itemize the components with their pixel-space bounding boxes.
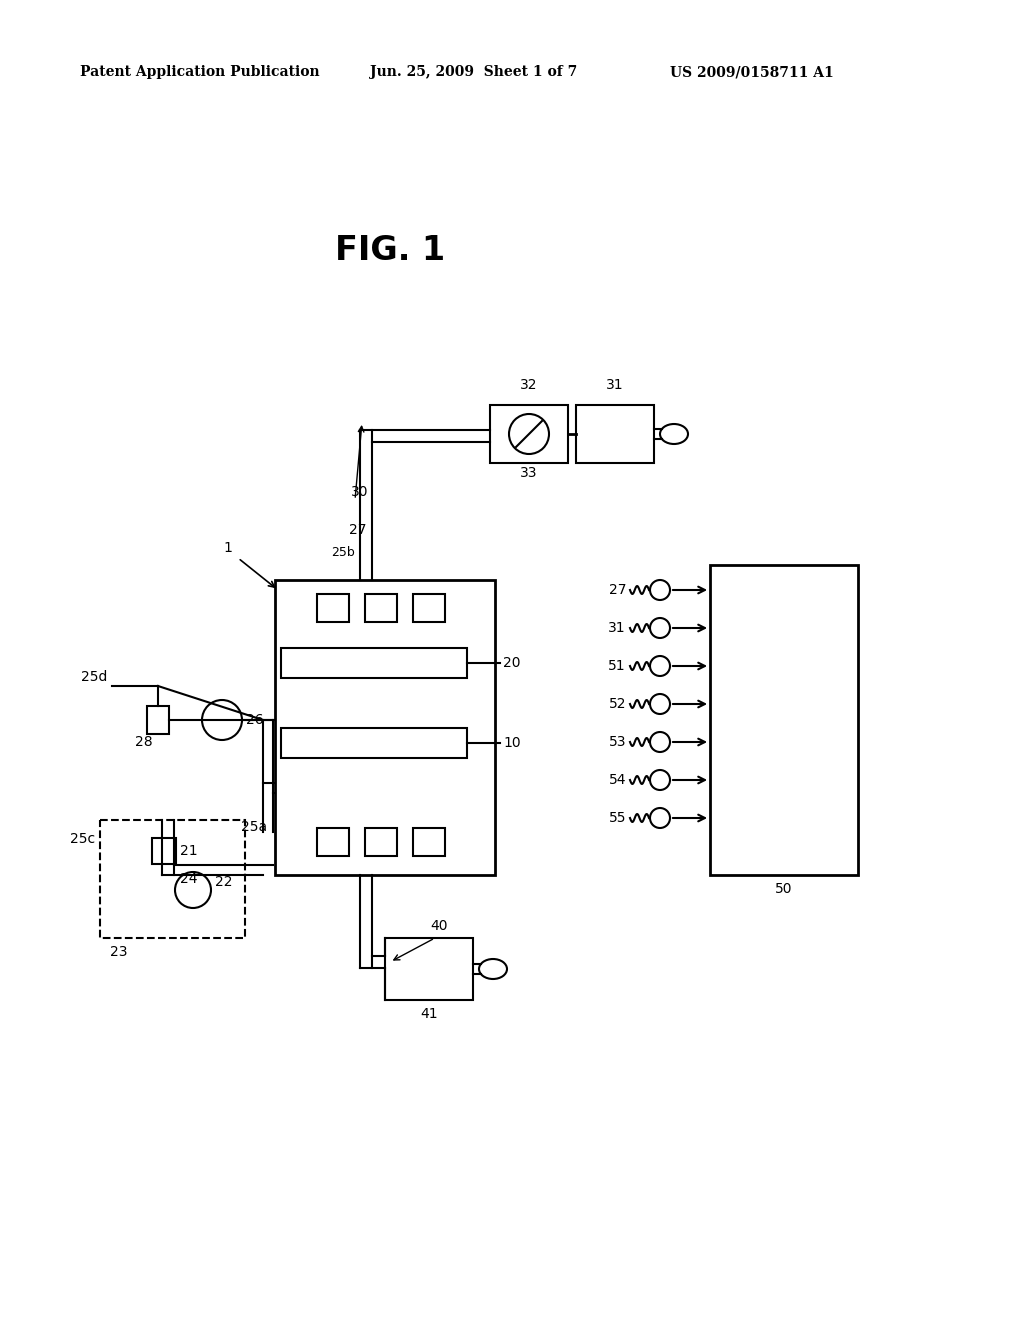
Text: 31: 31 — [606, 378, 624, 392]
Bar — [365, 828, 397, 855]
Text: US 2009/0158711 A1: US 2009/0158711 A1 — [670, 65, 834, 79]
Text: 31: 31 — [608, 620, 626, 635]
Bar — [281, 648, 467, 678]
Text: 51: 51 — [608, 659, 626, 673]
Bar — [281, 729, 467, 758]
Text: 33: 33 — [520, 466, 538, 480]
Bar — [413, 828, 445, 855]
Text: 25a: 25a — [241, 820, 267, 834]
Text: 1: 1 — [223, 541, 232, 554]
Text: 54: 54 — [608, 774, 626, 787]
Text: 41: 41 — [420, 1007, 438, 1020]
Text: 52: 52 — [608, 697, 626, 711]
Text: 24: 24 — [180, 873, 198, 886]
Text: 26: 26 — [246, 713, 263, 727]
Bar — [413, 594, 445, 622]
Bar — [275, 579, 495, 875]
Text: 22: 22 — [215, 875, 232, 888]
Bar — [317, 594, 349, 622]
Text: 10: 10 — [503, 737, 520, 750]
Text: 25b: 25b — [331, 545, 355, 558]
Bar — [575, 405, 654, 463]
Text: 20: 20 — [503, 656, 520, 671]
Text: 28: 28 — [135, 735, 153, 748]
Text: 53: 53 — [608, 735, 626, 748]
Bar — [317, 828, 349, 855]
Text: 30: 30 — [351, 484, 369, 499]
Text: 23: 23 — [110, 945, 128, 960]
Bar — [147, 706, 169, 734]
Text: 50: 50 — [775, 882, 793, 896]
Text: 25c: 25c — [70, 832, 95, 846]
Text: 55: 55 — [608, 810, 626, 825]
Bar — [365, 594, 397, 622]
Text: Jun. 25, 2009  Sheet 1 of 7: Jun. 25, 2009 Sheet 1 of 7 — [370, 65, 578, 79]
Text: 27: 27 — [608, 583, 626, 597]
Text: 32: 32 — [520, 378, 538, 392]
Text: FIG. 1: FIG. 1 — [335, 234, 445, 267]
Text: 25d: 25d — [81, 671, 106, 684]
Bar — [385, 939, 473, 1001]
Text: 27: 27 — [349, 523, 367, 537]
Text: Patent Application Publication: Patent Application Publication — [80, 65, 319, 79]
Text: 40: 40 — [430, 919, 447, 933]
Bar — [710, 565, 858, 875]
Bar — [152, 838, 176, 865]
Bar — [100, 820, 245, 939]
Text: 21: 21 — [180, 843, 198, 858]
Bar — [490, 405, 568, 463]
